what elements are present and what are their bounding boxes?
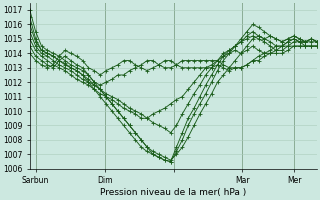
X-axis label: Pression niveau de la mer( hPa ): Pression niveau de la mer( hPa ) <box>100 188 247 197</box>
